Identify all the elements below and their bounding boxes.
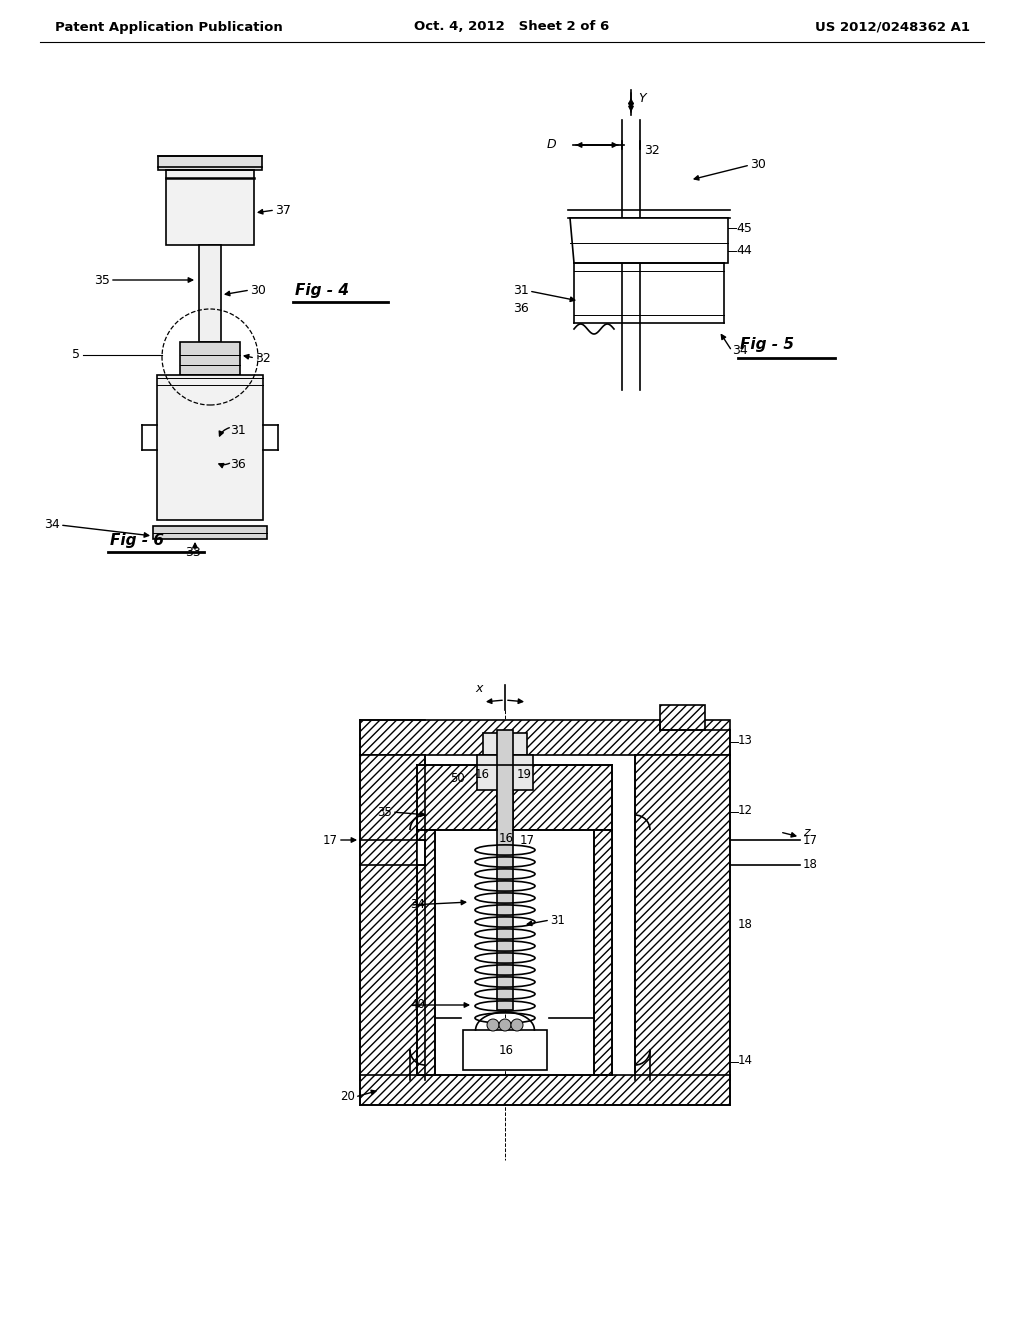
Bar (594, 830, 612, 1074)
Bar (660, 705, 705, 730)
Text: 18: 18 (738, 919, 753, 932)
Text: z: z (803, 825, 810, 838)
Text: Y: Y (638, 91, 645, 104)
Text: 16: 16 (499, 1044, 514, 1056)
Text: 31: 31 (550, 913, 565, 927)
Bar (513, 766, 612, 830)
Bar (153, 525, 267, 539)
Circle shape (487, 1019, 499, 1031)
Text: 31: 31 (513, 285, 529, 297)
Text: 16: 16 (499, 832, 514, 845)
Text: 19: 19 (517, 768, 532, 781)
Bar (360, 755, 425, 1080)
Text: Fig - 6: Fig - 6 (110, 532, 164, 548)
Bar (360, 1074, 730, 1105)
Text: 17: 17 (803, 833, 818, 846)
Bar (417, 766, 497, 830)
Text: 35: 35 (94, 273, 110, 286)
Text: 17: 17 (520, 833, 535, 846)
Circle shape (499, 1019, 511, 1031)
Text: 16: 16 (475, 768, 490, 781)
Text: 30: 30 (250, 284, 266, 297)
Text: 32: 32 (255, 351, 270, 364)
Text: 14: 14 (738, 1053, 753, 1067)
Bar (417, 830, 435, 1074)
Text: 30: 30 (750, 158, 766, 172)
Polygon shape (570, 218, 728, 263)
Text: 40: 40 (410, 998, 425, 1011)
Text: 33: 33 (185, 545, 201, 558)
Bar (199, 246, 221, 342)
Text: 12: 12 (738, 804, 753, 817)
Text: 32: 32 (644, 144, 659, 157)
Bar (166, 170, 254, 246)
Text: 18: 18 (803, 858, 818, 871)
Text: Patent Application Publication: Patent Application Publication (55, 21, 283, 33)
Text: 13: 13 (738, 734, 753, 747)
Text: 34: 34 (732, 345, 748, 358)
Bar (463, 1030, 547, 1071)
Text: 35: 35 (377, 805, 392, 818)
Bar (477, 755, 534, 789)
Text: 34: 34 (44, 519, 60, 532)
Bar (360, 719, 730, 755)
Text: Oct. 4, 2012   Sheet 2 of 6: Oct. 4, 2012 Sheet 2 of 6 (415, 21, 609, 33)
Bar (497, 730, 513, 1010)
Text: 5: 5 (72, 348, 80, 362)
Text: Fig - 5: Fig - 5 (740, 338, 794, 352)
Bar (157, 375, 263, 520)
Text: x: x (475, 681, 483, 694)
Text: 20: 20 (340, 1090, 355, 1104)
Text: 31: 31 (230, 424, 246, 437)
Text: 50: 50 (450, 771, 465, 784)
Text: 36: 36 (230, 458, 246, 471)
Bar (635, 755, 730, 1080)
Text: 37: 37 (275, 203, 291, 216)
Bar (417, 840, 425, 865)
Text: 44: 44 (736, 244, 752, 257)
Text: 45: 45 (736, 222, 752, 235)
Bar (180, 342, 240, 375)
Text: 36: 36 (513, 301, 529, 314)
Text: Fig - 4: Fig - 4 (295, 282, 349, 297)
Circle shape (511, 1019, 523, 1031)
Text: 34: 34 (410, 899, 425, 912)
Text: US 2012/0248362 A1: US 2012/0248362 A1 (815, 21, 970, 33)
Bar (483, 733, 527, 755)
Text: D: D (547, 139, 556, 152)
Bar (158, 156, 262, 170)
Text: 17: 17 (323, 833, 338, 846)
